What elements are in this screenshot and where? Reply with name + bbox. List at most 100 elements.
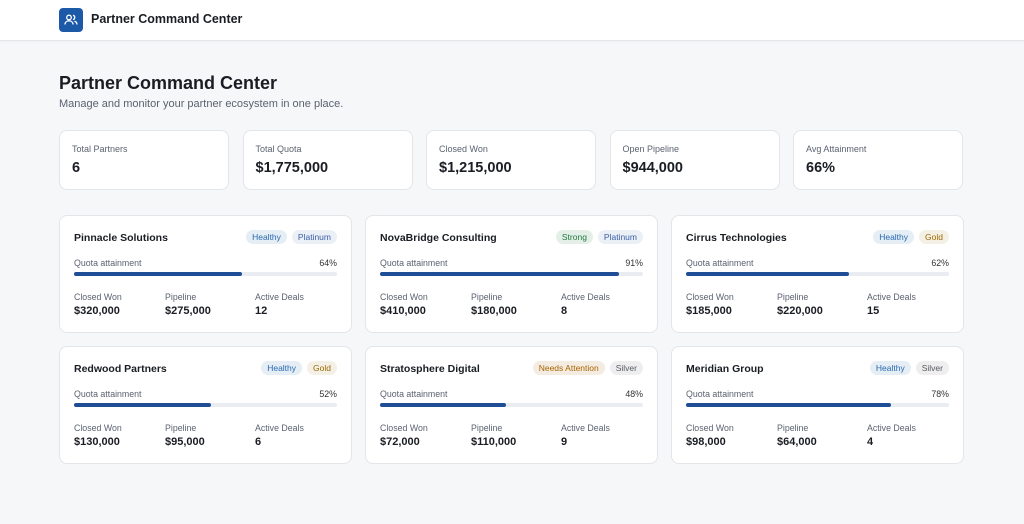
attainment-value: 62% — [931, 258, 949, 268]
tier-badge: Gold — [919, 230, 949, 244]
progress-track — [74, 403, 337, 407]
tier-badge: Silver — [915, 361, 949, 375]
logo[interactable] — [59, 8, 83, 32]
logo-icon — [64, 14, 78, 25]
metric-label: Pipeline — [471, 423, 503, 433]
stat-card: Total Quota $1,775,000 — [242, 130, 413, 190]
partner-name: Cirrus Technologies — [686, 232, 787, 244]
stat-card: Total Partners 6 — [59, 130, 229, 190]
metric-value: $220,000 — [777, 305, 823, 317]
stat-label: Total Partners — [72, 144, 128, 154]
metric-value: $130,000 — [74, 436, 120, 448]
progress-track — [686, 272, 949, 276]
partner-name: Stratosphere Digital — [380, 363, 480, 375]
stat-card: Closed Won $1,215,000 — [426, 130, 596, 190]
partner-card[interactable]: Pinnacle Solutions Healthy Platinum Quota a… — [59, 215, 352, 333]
badges: Healthy Platinum — [246, 230, 337, 244]
attainment-label: Quota attainment — [74, 389, 142, 399]
metric-label: Active Deals — [255, 423, 304, 433]
attainment-value: 91% — [625, 258, 643, 268]
progress-fill — [380, 272, 620, 276]
metric-label: Closed Won — [380, 423, 428, 433]
progress-fill — [686, 403, 892, 407]
stat-card: Avg Attainment 66% — [793, 130, 963, 190]
progress-fill — [686, 272, 850, 276]
metric-value: 6 — [255, 436, 262, 448]
partner-card[interactable]: NovaBridge Consulting Strong Platinum Quota… — [365, 215, 658, 333]
metric-value: $275,000 — [165, 305, 211, 317]
status-badge: Healthy — [246, 230, 287, 244]
progress-fill — [380, 403, 507, 407]
attainment-label: Quota attainment — [686, 258, 754, 268]
metric-value: $98,000 — [686, 436, 726, 448]
partner-name: Pinnacle Solutions — [74, 232, 168, 244]
metric-label: Active Deals — [561, 423, 610, 433]
metric-value: 9 — [561, 436, 568, 448]
metric-value: 15 — [867, 305, 880, 317]
stat-value: 66% — [806, 160, 836, 176]
status-badge: Healthy — [869, 361, 911, 375]
app-title: Partner Command Center — [91, 12, 243, 26]
tier-badge: Gold — [307, 361, 337, 375]
metric-label: Pipeline — [777, 423, 809, 433]
badges: Needs Attention Silver — [532, 361, 643, 375]
attainment-label: Quota attainment — [686, 389, 754, 399]
tier-badge: Platinum — [291, 230, 337, 244]
metric-label: Pipeline — [777, 292, 809, 302]
metric-label: Closed Won — [74, 423, 122, 433]
attainment-label: Quota attainment — [380, 258, 448, 268]
badges: Healthy Gold — [261, 361, 337, 375]
metric-label: Closed Won — [74, 292, 122, 302]
partner-card[interactable]: Cirrus Technologies Healthy Gold Quota atta… — [671, 215, 964, 333]
stat-value: 6 — [72, 160, 81, 176]
metric-value: 4 — [867, 436, 874, 448]
metric-value: $64,000 — [777, 436, 817, 448]
metric-label: Pipeline — [165, 292, 197, 302]
page-title: Partner Command Center — [59, 73, 278, 93]
attainment-value: 78% — [931, 389, 949, 399]
stat-label: Closed Won — [439, 144, 488, 154]
metric-value: $110,000 — [471, 436, 517, 448]
metric-value: 12 — [255, 305, 268, 317]
tier-badge: Silver — [609, 361, 643, 375]
stat-value: $944,000 — [622, 160, 683, 176]
attainment-value: 48% — [625, 389, 643, 399]
badges: Healthy Silver — [869, 361, 949, 375]
attainment-value: 64% — [319, 258, 337, 268]
partner-name: Redwood Partners — [74, 363, 167, 375]
top-bar: Partner Command Center — [0, 0, 1024, 41]
metric-label: Active Deals — [255, 292, 304, 302]
progress-track — [686, 403, 949, 407]
progress-fill — [74, 403, 211, 407]
metric-label: Active Deals — [867, 292, 916, 302]
metric-value: $410,000 — [380, 305, 426, 317]
metric-value: $185,000 — [686, 305, 732, 317]
metric-label: Pipeline — [471, 292, 503, 302]
attainment-label: Quota attainment — [74, 258, 142, 268]
status-badge: Healthy — [261, 361, 303, 375]
progress-track — [74, 272, 337, 276]
attainment-value: 52% — [319, 389, 337, 399]
stat-label: Open Pipeline — [622, 144, 680, 154]
tier-badge: Platinum — [597, 230, 643, 244]
partner-name: Meridian Group — [686, 363, 764, 375]
metric-value: 8 — [561, 305, 568, 317]
progress-fill — [74, 272, 243, 276]
partner-card[interactable]: Stratosphere Digital Needs Attention Silve… — [365, 346, 658, 464]
metric-label: Closed Won — [686, 292, 734, 302]
status-badge: Strong — [555, 230, 593, 244]
status-badge: Healthy — [873, 230, 915, 244]
metric-value: $95,000 — [165, 436, 205, 448]
metric-value: $180,000 — [471, 305, 517, 317]
badges: Healthy Gold — [873, 230, 949, 244]
metric-label: Closed Won — [686, 423, 734, 433]
progress-track — [380, 272, 643, 276]
partner-card[interactable]: Redwood Partners Healthy Gold Quota attainm… — [59, 346, 352, 464]
metric-label: Active Deals — [561, 292, 610, 302]
stat-card: Open Pipeline $944,000 — [609, 130, 780, 190]
stat-value: $1,775,000 — [255, 160, 329, 176]
partner-card[interactable]: Meridian Group Healthy Silver Quota attainm… — [671, 346, 964, 464]
page-subtitle: Manage and monitor your partner ecosyste… — [59, 98, 344, 110]
metric-label: Active Deals — [867, 423, 916, 433]
